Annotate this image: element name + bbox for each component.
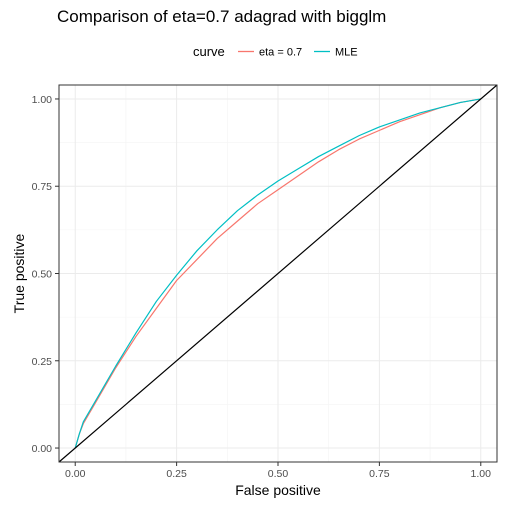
x-tick-label: 0.25 (166, 468, 187, 480)
series-line-1 (74, 98, 481, 449)
x-axis-title: False positive (235, 482, 321, 498)
y-axis: 0.00 0.25 0.50 0.75 1.00 (32, 94, 59, 455)
y-axis-title: True positive (11, 233, 27, 313)
chart-title: Comparison of eta=0.7 adagrad with biggl… (57, 7, 386, 26)
series-line-0 (74, 98, 481, 449)
x-tick-label: 1.00 (471, 468, 492, 480)
legend-title: curve (193, 44, 225, 59)
y-tick-label: 0.25 (32, 356, 53, 368)
y-tick-label: 0.75 (32, 181, 53, 193)
legend-label-mle: MLE (335, 47, 358, 59)
y-tick-label: 0.50 (32, 269, 53, 281)
legend-label-eta: eta = 0.7 (259, 47, 302, 59)
plot-panel (58, 84, 498, 463)
legend: curve eta = 0.7 MLE (193, 44, 358, 59)
y-tick-label: 0.00 (32, 443, 53, 455)
x-tick-label: 0.00 (65, 468, 86, 480)
x-tick-label: 0.75 (369, 468, 390, 480)
curves (58, 84, 498, 463)
y-tick-label: 1.00 (32, 94, 53, 106)
x-axis: 0.00 0.25 0.50 0.75 1.00 (65, 462, 491, 480)
reference-diagonal (58, 84, 498, 463)
x-tick-label: 0.50 (268, 468, 289, 480)
